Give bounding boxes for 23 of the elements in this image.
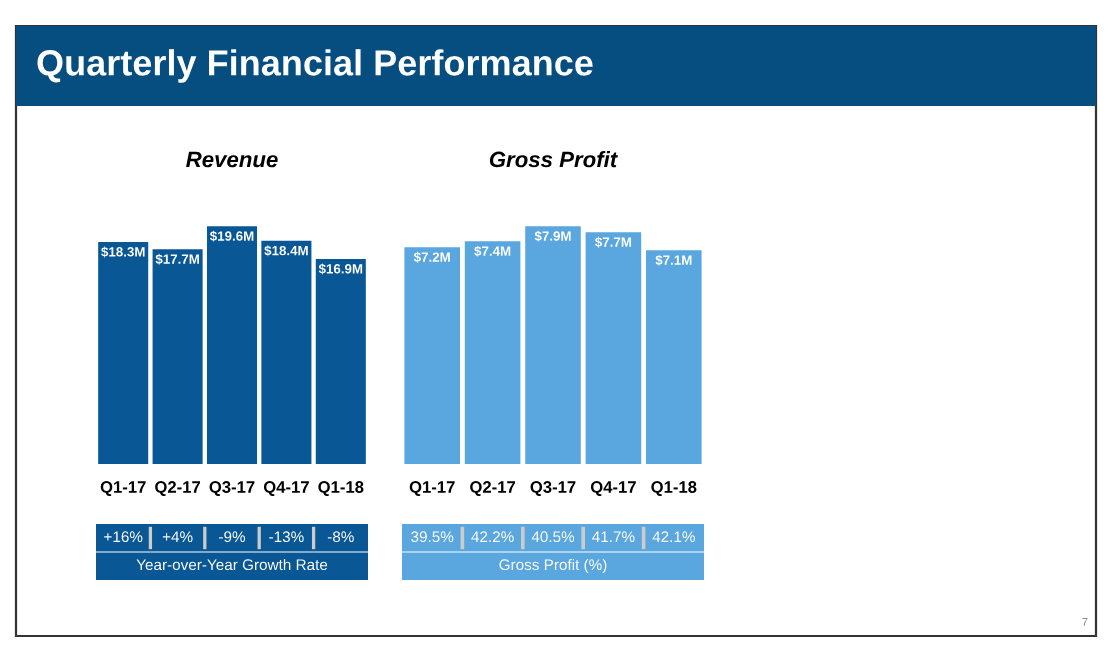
chart-title: Gross Profit xyxy=(489,151,618,168)
x-tick-label: Q2-17 xyxy=(470,481,516,497)
bar xyxy=(98,241,149,464)
bar xyxy=(585,232,642,464)
x-tick-label: Q1-17 xyxy=(409,481,455,497)
x-tick-label: Q3-17 xyxy=(530,481,576,497)
bar xyxy=(261,240,312,464)
bar xyxy=(525,226,581,464)
x-tick-label: Q1-18 xyxy=(651,481,697,497)
bar xyxy=(464,241,521,464)
bar xyxy=(404,247,460,464)
bar xyxy=(206,226,258,464)
x-tick-label: Q4-17 xyxy=(590,481,636,497)
bar xyxy=(315,258,366,464)
chart-title: Revenue xyxy=(186,151,278,168)
text: Quarterly Financial Performance xyxy=(37,49,593,83)
bar xyxy=(646,250,702,464)
x-tick-label: Q2-17 xyxy=(155,481,201,497)
bar xyxy=(152,249,203,464)
x-tick-label: Q1-18 xyxy=(318,481,364,497)
x-tick-label: Q1-17 xyxy=(100,481,146,497)
x-tick-label: Q3-17 xyxy=(209,481,255,497)
x-tick-label: Q4-17 xyxy=(263,481,309,497)
